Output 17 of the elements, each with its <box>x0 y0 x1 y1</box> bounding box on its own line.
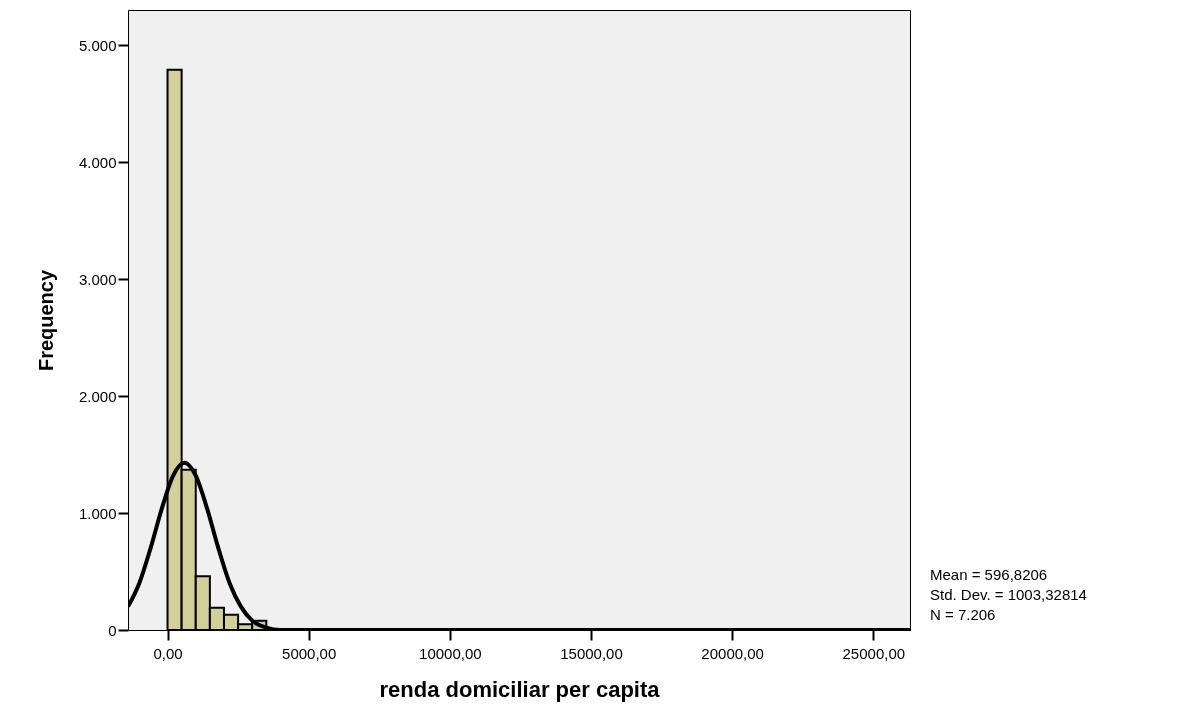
x-tick-label: 0,00 <box>153 644 183 662</box>
y-axis-title: Frequency <box>34 269 57 372</box>
text: Mean = 596,8206 <box>930 566 1048 583</box>
y-tick-label: 3.000 <box>78 270 117 288</box>
y-tick-label: 1.000 <box>78 504 117 522</box>
y-tick-label: 2.000 <box>78 387 117 405</box>
x-tick-label: 20000,00 <box>701 644 764 662</box>
y-tick-label: 0 <box>108 621 117 639</box>
y-tick-label: 5.000 <box>78 36 117 54</box>
x-tick-label: 10000,00 <box>419 644 482 662</box>
x-axis-title: renda domiciliar per capita <box>379 676 661 702</box>
x-tick-label: 5000,00 <box>282 644 337 662</box>
text: N = 7.206 <box>930 606 996 623</box>
text: Std. Dev. = 1003,32814 <box>930 586 1087 603</box>
y-tick-label: 4.000 <box>78 153 117 171</box>
x-tick-label: 15000,00 <box>560 644 623 662</box>
x-tick-label: 25000,00 <box>842 644 906 662</box>
